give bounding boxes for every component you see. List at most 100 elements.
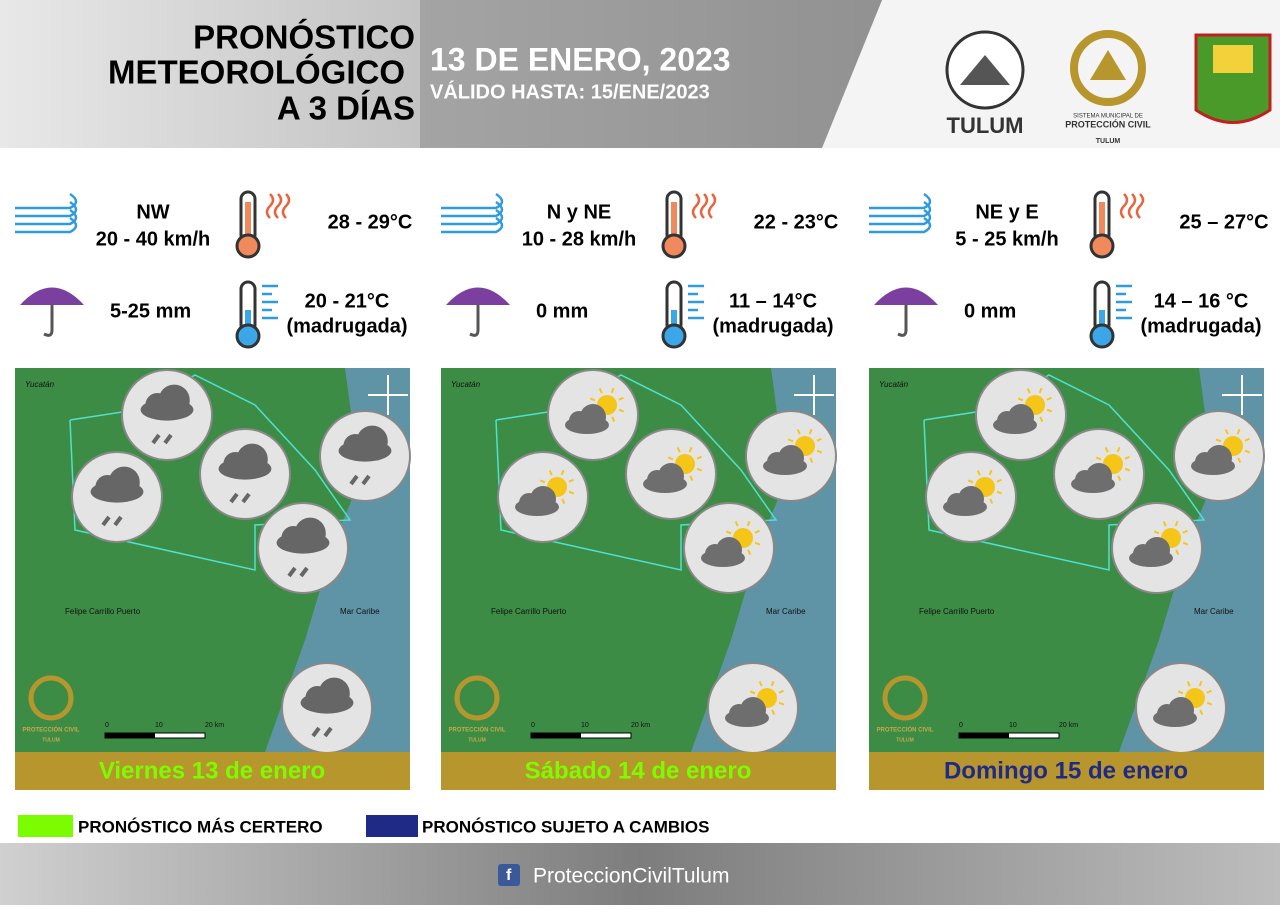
wind-icon [869, 192, 932, 210]
thermometer-bulb [235, 233, 261, 259]
rain-drops [349, 474, 371, 486]
umbrella-handle [43, 305, 54, 337]
thermometer-fill [1099, 310, 1105, 332]
sun-ray [1182, 529, 1188, 534]
sun-ray [1236, 428, 1241, 435]
sun-ray [749, 690, 756, 695]
wind-icon [15, 192, 78, 210]
map-logo-text: PROTECCIÓN CIVIL [876, 726, 933, 734]
sun-ray [1237, 457, 1242, 463]
wind-icon [869, 208, 932, 226]
sun-ray [1244, 449, 1251, 454]
temp-min-note: (madrugada) [286, 315, 407, 337]
umbrella [446, 287, 510, 305]
thermometer-fill [1099, 202, 1105, 242]
wind-direction: N y NE [547, 201, 611, 223]
sun-ray [976, 470, 981, 476]
temp-min: 14 – 16 °C [1154, 290, 1249, 312]
map-logo-text: PROTECCIÓN CIVIL [22, 726, 79, 734]
thermometer-fill [245, 202, 251, 242]
thermometer-fill [671, 202, 677, 242]
temp-min: 20 - 21°C [305, 290, 390, 312]
sun-ray [747, 549, 752, 555]
rain: 0 mm [536, 300, 588, 322]
sun-ray [758, 681, 763, 687]
thermometer-fill [245, 310, 251, 332]
cloud [158, 384, 190, 416]
sun-ray [808, 428, 813, 435]
sun-ray [610, 387, 615, 394]
sun-ray [754, 529, 760, 534]
thermometer-fill [671, 310, 677, 332]
wind-icon [869, 216, 932, 234]
sun-ray [1026, 388, 1031, 394]
map-label: Felipe Carrillo Puerto [491, 607, 567, 616]
sun-ray [1153, 530, 1160, 535]
tulum-logo-art [960, 55, 1010, 85]
cloud [294, 517, 326, 549]
sun-ray [1116, 446, 1121, 453]
sun-ray [725, 530, 732, 535]
wind-icon [441, 192, 504, 210]
sun-ray [1215, 438, 1222, 443]
sun-ray [560, 469, 565, 476]
map-label: Yucatán [879, 380, 909, 389]
temp-max: 22 - 23°C [754, 211, 839, 233]
map-label: Mar Caribe [340, 607, 380, 616]
heat-wave [1127, 193, 1137, 219]
tulum-text: TULUM [947, 113, 1024, 138]
date: 13 DE ENERO, 2023 [430, 41, 731, 77]
shield-art [1213, 45, 1253, 73]
sun-ray [589, 397, 596, 402]
title-line: METEOROLÓGICO [108, 54, 405, 91]
heat-wave [273, 193, 283, 219]
caption-bar [441, 752, 836, 790]
map-label: Felipe Carrillo Puerto [919, 607, 995, 616]
rain-drops [287, 566, 309, 578]
map-label: Yucatán [25, 380, 55, 389]
sun-ray [568, 490, 575, 495]
sun-ray [988, 469, 993, 476]
cloud [108, 466, 140, 498]
footer-bg [0, 843, 1280, 905]
scale-bar [105, 733, 155, 738]
rain-drops [101, 515, 123, 527]
sun-ray [667, 456, 674, 461]
sun-ray [778, 689, 784, 694]
sun-ray [696, 455, 702, 460]
sun-ray [1117, 475, 1122, 481]
thermometer-bulb [661, 233, 687, 259]
sun-ray [548, 470, 553, 476]
legend-swatch [18, 815, 73, 837]
rain: 0 mm [964, 300, 1016, 322]
facebook-icon[interactable] [498, 864, 520, 886]
map-logo [882, 675, 928, 721]
caption-bar [869, 752, 1264, 790]
sun-ray [1198, 680, 1203, 687]
sun-ray [696, 467, 703, 472]
temp-min-note: (madrugada) [1140, 315, 1261, 337]
sun-ray [1046, 408, 1053, 413]
footer-handle[interactable]: ProteccionCivilTulum [533, 865, 729, 888]
temp-min-note: (madrugada) [712, 315, 833, 337]
heat-wave [707, 193, 717, 219]
map-logo-text: TULUM [468, 737, 486, 743]
title-line: PRONÓSTICO [193, 19, 415, 56]
sun-ray [1095, 456, 1102, 461]
map-label: Mar Caribe [1194, 607, 1234, 616]
sun-ray [561, 498, 566, 504]
sun-ray [996, 478, 1002, 483]
header-dark [420, 0, 882, 148]
pc-logo [1070, 30, 1146, 106]
heat-wave [699, 193, 709, 219]
wind-speed: 10 - 28 km/h [522, 228, 637, 250]
sun-ray [1046, 396, 1052, 401]
sun-ray [611, 416, 616, 422]
sun-ray [1124, 467, 1131, 472]
sun-ray [1174, 520, 1179, 527]
wind-speed: 5 - 25 km/h [955, 228, 1058, 250]
sun-ray [1206, 689, 1212, 694]
scale-label: 10 [1009, 722, 1017, 729]
valid-until: VÁLIDO HASTA: 15/ENE/2023 [430, 80, 710, 103]
sun-ray [1244, 437, 1250, 442]
